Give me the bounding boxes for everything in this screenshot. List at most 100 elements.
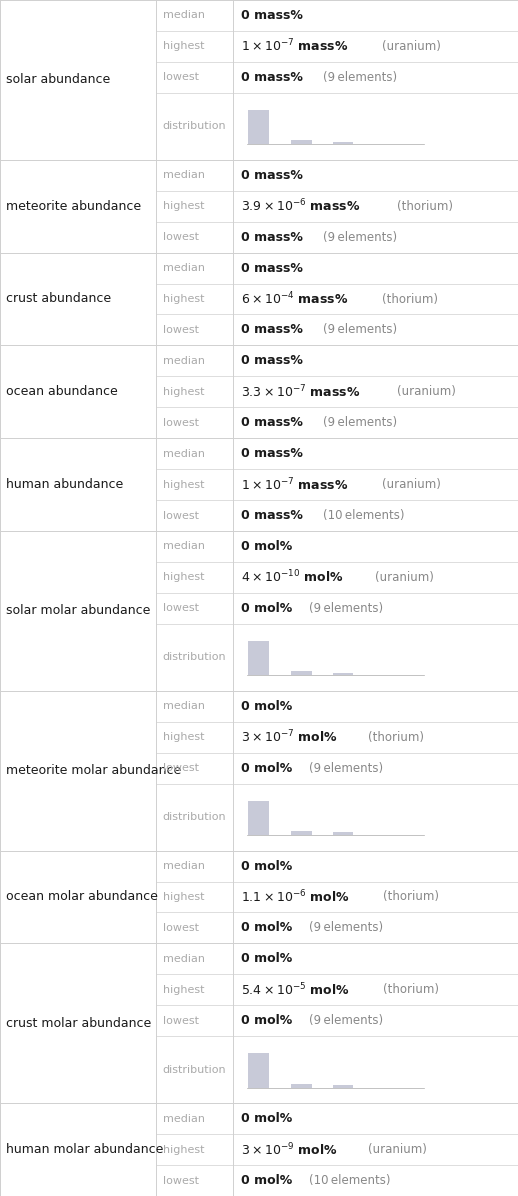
Text: 0 mol%: 0 mol% — [241, 1112, 292, 1125]
Text: (9 elements): (9 elements) — [309, 1014, 383, 1027]
Text: highest: highest — [163, 892, 204, 902]
Text: 0 mass%: 0 mass% — [241, 231, 303, 244]
Text: distribution: distribution — [163, 1064, 226, 1075]
Text: median: median — [163, 356, 205, 366]
Text: (thorium): (thorium) — [383, 891, 439, 903]
Text: human abundance: human abundance — [6, 478, 123, 492]
Text: median: median — [163, 542, 205, 551]
Text: median: median — [163, 170, 205, 181]
Text: highest: highest — [163, 386, 204, 397]
Text: 0 mol%: 0 mol% — [241, 539, 292, 553]
Text: meteorite molar abundance: meteorite molar abundance — [6, 764, 181, 777]
Text: 0 mol%: 0 mol% — [241, 1174, 292, 1188]
Text: solar molar abundance: solar molar abundance — [6, 604, 151, 617]
Text: $3.9 \times 10^{-6}$ mass%: $3.9 \times 10^{-6}$ mass% — [241, 197, 360, 214]
Text: crust molar abundance: crust molar abundance — [6, 1017, 151, 1030]
Text: (uranium): (uranium) — [397, 385, 456, 398]
Text: (uranium): (uranium) — [382, 478, 440, 492]
Text: 0 mol%: 0 mol% — [241, 921, 292, 934]
Bar — [291, 140, 312, 145]
Text: highest: highest — [163, 480, 204, 489]
Text: 0 mass%: 0 mass% — [241, 169, 303, 182]
Text: highest: highest — [163, 573, 204, 582]
Text: (9 elements): (9 elements) — [309, 921, 383, 934]
Text: distribution: distribution — [163, 652, 226, 663]
Text: (9 elements): (9 elements) — [323, 231, 397, 244]
Text: 0 mass%: 0 mass% — [241, 323, 303, 336]
Text: 0 mol%: 0 mol% — [241, 860, 292, 873]
Text: lowest: lowest — [163, 923, 198, 933]
Text: lowest: lowest — [163, 763, 198, 773]
Bar — [333, 1085, 353, 1088]
Bar — [248, 641, 269, 676]
Bar — [248, 800, 269, 835]
Text: median: median — [163, 861, 205, 871]
Text: lowest: lowest — [163, 1015, 198, 1026]
Text: highest: highest — [163, 294, 204, 304]
Text: lowest: lowest — [163, 72, 198, 83]
Text: highest: highest — [163, 201, 204, 212]
Text: crust abundance: crust abundance — [6, 293, 111, 305]
Text: ocean molar abundance: ocean molar abundance — [6, 891, 158, 903]
Text: $6 \times 10^{-4}$ mass%: $6 \times 10^{-4}$ mass% — [241, 291, 348, 307]
Text: highest: highest — [163, 984, 204, 995]
Text: (9 elements): (9 elements) — [323, 71, 397, 84]
Text: highest: highest — [163, 732, 204, 743]
Text: (10 elements): (10 elements) — [323, 509, 404, 521]
Text: distribution: distribution — [163, 121, 226, 132]
Text: 0 mass%: 0 mass% — [241, 71, 303, 84]
Text: lowest: lowest — [163, 232, 198, 242]
Text: (thorium): (thorium) — [382, 293, 438, 305]
Text: $3 \times 10^{-9}$ mol%: $3 \times 10^{-9}$ mol% — [241, 1141, 338, 1158]
Text: (uranium): (uranium) — [368, 1143, 427, 1157]
Text: median: median — [163, 1113, 205, 1124]
Bar — [291, 831, 312, 835]
Text: median: median — [163, 448, 205, 458]
Text: solar abundance: solar abundance — [6, 73, 110, 86]
Text: ocean abundance: ocean abundance — [6, 385, 118, 398]
Text: $4 \times 10^{-10}$ mol%: $4 \times 10^{-10}$ mol% — [241, 569, 343, 586]
Text: median: median — [163, 954, 205, 964]
Text: 0 mass%: 0 mass% — [241, 8, 303, 22]
Text: lowest: lowest — [163, 511, 198, 520]
Text: (9 elements): (9 elements) — [309, 762, 383, 775]
Bar — [248, 1054, 269, 1088]
Text: human molar abundance: human molar abundance — [6, 1143, 164, 1157]
Text: lowest: lowest — [163, 325, 198, 335]
Text: 0 mass%: 0 mass% — [241, 262, 303, 275]
Bar — [333, 141, 353, 145]
Text: highest: highest — [163, 1145, 204, 1154]
Text: (uranium): (uranium) — [382, 39, 440, 53]
Text: 0 mol%: 0 mol% — [241, 762, 292, 775]
Text: $5.4 \times 10^{-5}$ mol%: $5.4 \times 10^{-5}$ mol% — [241, 982, 350, 999]
Text: distribution: distribution — [163, 812, 226, 822]
Text: median: median — [163, 701, 205, 712]
Text: $1.1 \times 10^{-6}$ mol%: $1.1 \times 10^{-6}$ mol% — [241, 889, 350, 905]
Text: median: median — [163, 11, 205, 20]
Text: median: median — [163, 263, 205, 273]
Bar — [291, 1084, 312, 1088]
Bar — [248, 110, 269, 145]
Text: $1 \times 10^{-7}$ mass%: $1 \times 10^{-7}$ mass% — [241, 476, 348, 493]
Text: 0 mol%: 0 mol% — [241, 700, 292, 713]
Text: lowest: lowest — [163, 417, 198, 428]
Text: (10 elements): (10 elements) — [309, 1174, 391, 1188]
Text: 0 mass%: 0 mass% — [241, 354, 303, 367]
Text: 0 mass%: 0 mass% — [241, 416, 303, 429]
Bar — [333, 832, 353, 835]
Text: 0 mol%: 0 mol% — [241, 1014, 292, 1027]
Bar — [333, 672, 353, 676]
Text: $3.3 \times 10^{-7}$ mass%: $3.3 \times 10^{-7}$ mass% — [241, 384, 360, 401]
Text: 0 mol%: 0 mol% — [241, 602, 292, 615]
Text: (9 elements): (9 elements) — [323, 416, 397, 429]
Text: highest: highest — [163, 42, 204, 51]
Text: meteorite abundance: meteorite abundance — [6, 200, 141, 213]
Text: (9 elements): (9 elements) — [323, 323, 397, 336]
Text: (thorium): (thorium) — [368, 731, 424, 744]
Text: 0 mass%: 0 mass% — [241, 509, 303, 521]
Text: lowest: lowest — [163, 1176, 198, 1185]
Text: $1 \times 10^{-7}$ mass%: $1 \times 10^{-7}$ mass% — [241, 38, 348, 55]
Text: (thorium): (thorium) — [383, 983, 439, 996]
Text: $3 \times 10^{-7}$ mol%: $3 \times 10^{-7}$ mol% — [241, 728, 338, 745]
Text: (uranium): (uranium) — [375, 570, 434, 584]
